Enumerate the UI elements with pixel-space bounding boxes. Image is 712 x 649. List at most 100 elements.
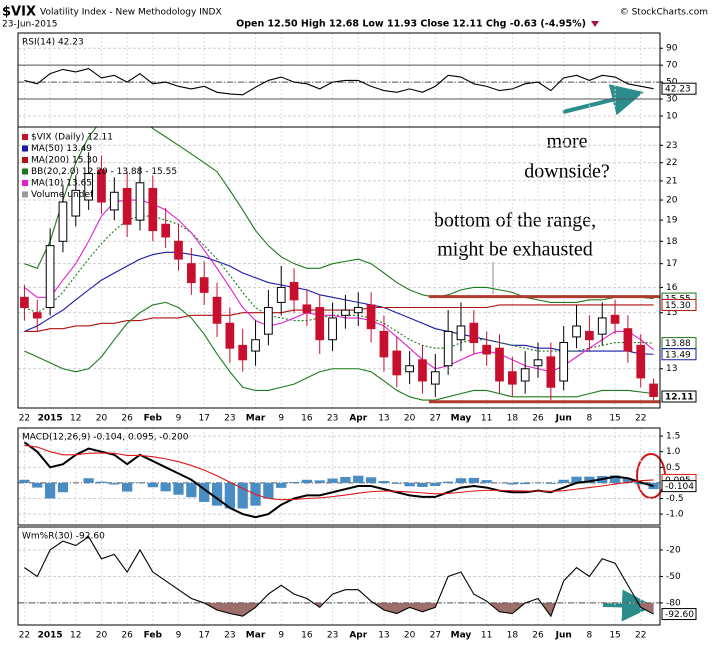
x-tick-label: May (451, 631, 472, 641)
x-tick-label: Feb (144, 414, 163, 424)
histogram-bar (160, 482, 171, 492)
candle-body (430, 371, 440, 385)
y-tick-label: 17 (666, 259, 677, 269)
y-tick-label: 1.0 (666, 447, 681, 457)
candle-body (418, 359, 427, 382)
y-tick-label: 19 (666, 216, 678, 226)
candle-body (84, 173, 93, 201)
histogram-bar (57, 482, 69, 493)
x-tick-label: 11 (481, 414, 492, 424)
candle-body (559, 342, 569, 382)
x-tick-label: 15 (609, 631, 620, 641)
histogram-bar (558, 479, 569, 483)
candle-body (251, 339, 260, 352)
candle-body (366, 304, 376, 330)
x-tick-label: Jun (555, 414, 572, 424)
badge-label: -92.60 (665, 610, 694, 620)
series-line (23, 441, 654, 519)
y-tick-label: 21 (666, 176, 677, 186)
credit: © StockCharts.com (620, 8, 708, 18)
x-tick-label: 9 (176, 631, 182, 641)
x-tick-label: 23 (327, 631, 338, 641)
y-tick-label: 1.5 (666, 432, 680, 442)
histogram-bar (122, 482, 133, 492)
y-tick-label: 16 (666, 283, 678, 293)
candle-body (109, 191, 119, 211)
histogram-bar (96, 481, 107, 483)
x-tick-label: Mar (246, 414, 266, 424)
candle-body (199, 277, 209, 293)
histogram-bar (288, 481, 300, 483)
x-tick-label: 12 (70, 631, 81, 641)
willr-arrow (602, 589, 654, 622)
candle-body (45, 245, 55, 309)
badge-label: 13.49 (665, 350, 691, 360)
annotation: more (546, 131, 587, 153)
x-tick-label: 17 (198, 414, 209, 424)
candle-body (276, 286, 286, 303)
x-tick-label: 9 (278, 414, 284, 424)
y-tick-label: 22 (666, 158, 677, 168)
panel (18, 428, 660, 525)
legend-swatch (22, 145, 28, 152)
legend-label: MA(200) 15.30 (31, 156, 98, 166)
candle-body (495, 347, 504, 382)
x-tick-label: 22 (635, 414, 646, 424)
candle-body (585, 330, 594, 341)
histogram-bar (327, 478, 338, 483)
rsi-arrow (562, 84, 644, 116)
value-badge (661, 348, 697, 361)
x-tick-label: 18 (507, 631, 519, 641)
x-tick-label: 9 (176, 414, 182, 424)
annotation: downside? (524, 161, 610, 183)
panel-frame (17, 427, 661, 526)
y-tick-label: -0.5 (666, 494, 684, 504)
histogram-bar (443, 481, 454, 483)
candle-body (212, 296, 222, 324)
x-tick-label: 20 (404, 631, 416, 641)
candle-body (520, 368, 530, 382)
x-tick-label: 16 (301, 631, 313, 641)
histogram-bar (507, 482, 518, 485)
series-line (24, 67, 654, 96)
candle-body (379, 330, 389, 358)
candle-body (71, 189, 81, 217)
oversold-fill (24, 602, 654, 617)
histogram-bar (571, 476, 582, 483)
x-tick-label: 26 (121, 414, 133, 424)
x-tick-label: 18 (507, 414, 519, 424)
y-tick-label: -50 (666, 572, 681, 582)
candle-body (174, 240, 183, 260)
candle-body (649, 383, 658, 398)
candle-body (328, 317, 337, 341)
x-tick-label: Jun (555, 631, 572, 641)
x-tick-label: Feb (144, 631, 163, 641)
candle-body (533, 359, 543, 367)
badge-label: 15.30 (665, 301, 691, 311)
histogram-bar (237, 482, 248, 509)
candle-body (572, 325, 581, 338)
candle-body (148, 187, 158, 232)
candle-body (610, 314, 620, 324)
histogram-bar (545, 482, 556, 484)
histogram-bar (365, 477, 377, 483)
badge-label: 13.88 (665, 339, 691, 349)
histogram-bar (314, 480, 325, 483)
x-tick-label: 8 (587, 631, 593, 641)
down-arrow (591, 21, 599, 27)
x-tick-label: 15 (609, 414, 620, 424)
panel (18, 527, 660, 625)
x-tick-label: 20 (96, 414, 108, 424)
histogram-bar (430, 482, 441, 487)
x-tick-label: 9 (278, 631, 284, 641)
y-tick-label: 0.5 (666, 463, 680, 473)
x-tick-label: 22 (19, 631, 30, 641)
histogram-bar (417, 482, 428, 487)
panel (18, 127, 660, 408)
histogram-bar (340, 476, 351, 483)
histogram-bar (134, 482, 146, 483)
series-line (24, 127, 654, 303)
panel-label: MACD(12,26,9) -0.104, 0.095, -0.200 (22, 433, 189, 443)
candle-body (135, 182, 145, 221)
